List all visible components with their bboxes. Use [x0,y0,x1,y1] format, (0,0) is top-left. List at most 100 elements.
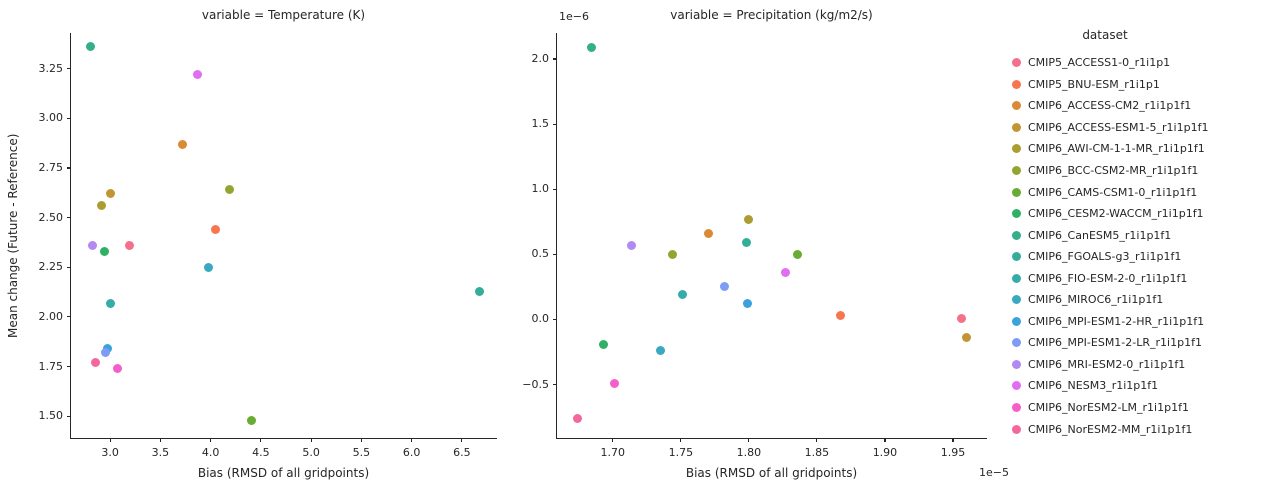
data-point [87,240,97,250]
y-tick-label: 3.25 [38,61,64,75]
x-tick-mark [748,438,750,442]
legend-item: CMIP6_CanESM5_r1i1p1f1 [1005,224,1275,246]
legend-item: CMIP6_NorESM2-MM_r1i1p1f1 [1005,418,1275,440]
legend-item: CMIP6_NorESM2-LM_r1i1p1f1 [1005,397,1275,419]
x-tick-mark [210,438,212,442]
y-tick-label: 2.0 [531,52,550,66]
legend-label: CMIP6_ACCESS-ESM1-5_r1i1p1f1 [1028,120,1209,134]
precipitation-panel-title: variable = Precipitation (kg/m2/s) [670,8,873,22]
y-tick-label: 2.50 [38,210,64,224]
x-tick-mark [360,438,362,442]
y-tick-mark [552,384,557,386]
legend-swatch [1012,101,1021,111]
data-point [211,225,221,235]
data-point [781,268,791,278]
data-point [743,299,752,309]
x-tick-label: 6.5 [453,446,471,459]
precipitation-x-axis-label: Bias (RMSD of all gridpoints) [685,466,858,480]
temperature-x-axis-label: Bias (RMSD of all gridpoints) [197,466,370,480]
data-point [956,313,966,323]
legend-swatch [1012,166,1021,175]
y-tick-label: 1.75 [38,359,64,373]
data-point [668,249,678,259]
legend-swatch [1012,230,1021,240]
x-tick-mark [159,438,161,442]
x-tick-label: 1.75 [668,446,694,459]
x-tick-mark [310,438,312,442]
data-point [112,364,122,373]
data-point [586,42,596,52]
legend-swatch [1012,273,1021,283]
x-tick-mark [952,438,954,442]
data-point [835,311,845,321]
y-tick-mark [66,316,71,318]
x-tick-mark [461,438,463,442]
legend-swatch [1012,316,1021,326]
y-tick-mark [552,123,557,125]
legend-swatch [1012,58,1021,68]
legend-item: CMIP6_CAMS-CSM1-0_r1i1p1f1 [1005,181,1275,203]
x-axis-offset-text: 1e−5 [979,466,1009,479]
data-point [609,378,619,388]
legend-swatch [1012,122,1021,132]
data-point [598,339,608,349]
legend-item: CMIP6_AWI-CM-1-1-MR_r1i1p1f1 [1005,138,1275,160]
legend-label: CMIP6_NESM3_r1i1p1f1 [1028,379,1159,393]
y-tick-label: 2.75 [38,161,64,174]
x-tick-label: 3.5 [151,446,170,459]
data-point [225,185,235,195]
legend-label: CMIP6_NorESM2-LM_r1i1p1f1 [1028,401,1189,415]
legend-label: CMIP6_AWI-CM-1-1-MR_r1i1p1f1 [1028,142,1205,156]
legend-swatch [1012,381,1021,391]
legend-swatch [1012,144,1021,154]
legend-label: CMIP6_ACCESS-CM2_r1i1p1f1 [1028,99,1192,113]
y-tick-label: 0.0 [531,312,550,326]
legend-item: CMIP6_CESM2-WACCM_r1i1p1f1 [1005,203,1275,225]
data-point [204,262,214,272]
legend-swatch [1012,295,1021,305]
x-tick-label: 5.5 [352,446,371,459]
data-point [744,214,754,224]
data-point [100,348,110,358]
data-point [193,70,203,80]
x-tick-label: 4.0 [201,446,220,459]
legend-label: CMIP6_MIROC6_r1i1p1f1 [1028,293,1164,307]
y-tick-label: 2.00 [38,309,64,323]
legend-label: CMIP6_MPI-ESM1-2-HR_r1i1p1f1 [1028,314,1205,328]
x-tick-label: 1.95 [940,446,966,459]
data-point [572,413,582,423]
legend-item: CMIP6_ACCESS-CM2_r1i1p1f1 [1005,95,1275,117]
legend-label: CMIP6_CESM2-WACCM_r1i1p1f1 [1028,207,1204,221]
y-tick-mark [66,266,71,268]
y-tick-mark [552,188,557,190]
data-point [105,189,115,199]
x-tick-mark [884,438,886,442]
temperature-plot-area: 3.0 3.5 4.0 4.5 5.0 5.5 6.0 6.5 1.50 1.75 2.00 2.25… [39,33,497,459]
data-point [655,346,665,356]
y-axis-offset-text: 1e−6 [559,10,589,23]
x-tick-mark [410,438,413,442]
x-tick-label: 4.5 [252,446,270,459]
y-tick-mark [552,58,557,60]
legend-label: CMIP5_ACCESS1-0_r1i1p1 [1028,56,1171,70]
legend-label: CMIP5_BNU-ESM_r1i1p1 [1028,77,1160,91]
legend-swatch [1012,403,1021,413]
y-tick-mark [66,415,71,417]
y-tick-label: 3.00 [38,111,64,125]
legend-item: CMIP6_BCC-CSM2-MR_r1i1p1f1 [1005,160,1275,182]
data-point [96,201,106,211]
y-tick-label: 0.5 [531,247,550,261]
x-tick-label: 1.90 [872,446,898,459]
legend-label: CMIP6_BCC-CSM2-MR_r1i1p1f1 [1028,164,1199,177]
legend-swatch [1012,252,1021,262]
x-tick-label: 3.0 [101,446,119,459]
legend-swatch [1012,338,1021,348]
data-point [719,282,729,292]
data-point [99,246,109,256]
y-tick-mark [66,68,71,70]
data-point [627,240,637,250]
data-point [105,298,115,308]
legend-item: CMIP6_FGOALS-g3_r1i1p1f1 [1005,246,1275,268]
x-tick-label: 1.70 [600,446,626,459]
y-tick-label: 1.5 [531,117,550,131]
